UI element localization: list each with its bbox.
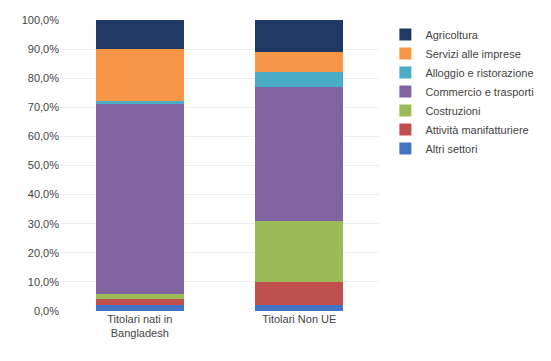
svg-text:Titolari Non UE: Titolari Non UE bbox=[262, 313, 336, 325]
svg-text:Altri settori: Altri settori bbox=[425, 143, 477, 155]
svg-text:10,0%: 10,0% bbox=[28, 276, 59, 288]
svg-text:Titolari nati inBangladesh: Titolari nati inBangladesh bbox=[107, 313, 172, 339]
svg-text:Servizi alle imprese: Servizi alle imprese bbox=[425, 48, 520, 60]
svg-text:Attività manifatturiere: Attività manifatturiere bbox=[425, 124, 528, 136]
svg-text:Alloggio e ristorazione: Alloggio e ristorazione bbox=[425, 67, 533, 79]
svg-text:Agricoltura: Agricoltura bbox=[425, 29, 478, 41]
svg-text:60,0%: 60,0% bbox=[28, 130, 59, 142]
svg-text:Costruzioni: Costruzioni bbox=[425, 105, 480, 117]
svg-text:40,0%: 40,0% bbox=[28, 188, 59, 200]
svg-text:30,0%: 30,0% bbox=[28, 218, 59, 230]
svg-text:80,0%: 80,0% bbox=[28, 72, 59, 84]
svg-text:70,0%: 70,0% bbox=[28, 101, 59, 113]
svg-text:90,0%: 90,0% bbox=[28, 43, 59, 55]
svg-text:Commercio e trasporti: Commercio e trasporti bbox=[425, 86, 533, 98]
svg-text:100,0%: 100,0% bbox=[22, 14, 60, 26]
svg-text:50,0%: 50,0% bbox=[28, 159, 59, 171]
svg-text:0,0%: 0,0% bbox=[34, 305, 59, 317]
svg-text:20,0%: 20,0% bbox=[28, 247, 59, 259]
